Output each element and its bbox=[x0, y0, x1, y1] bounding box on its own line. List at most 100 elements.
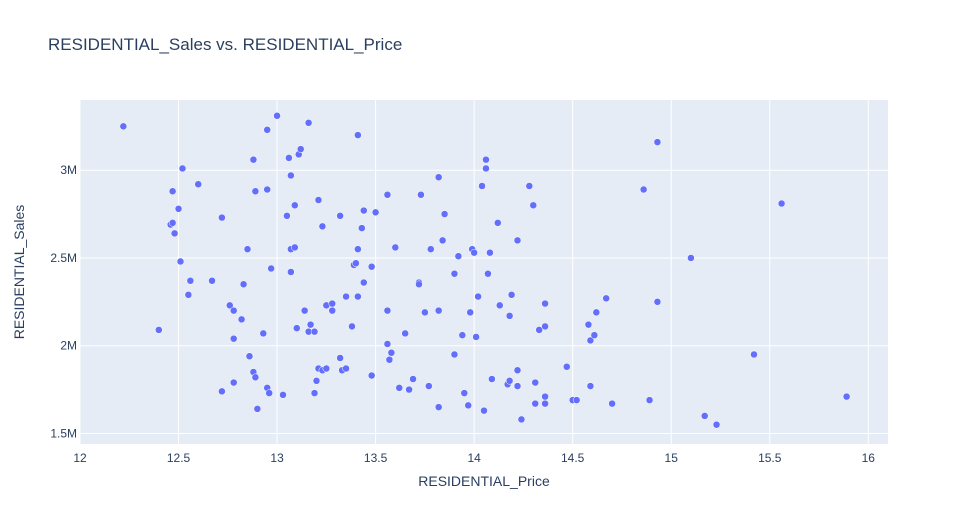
scatter-point[interactable] bbox=[367, 371, 376, 380]
scatter-point[interactable] bbox=[358, 224, 366, 232]
scatter-point[interactable] bbox=[470, 248, 478, 257]
scatter-point[interactable] bbox=[687, 254, 695, 262]
scatter-point[interactable] bbox=[354, 292, 362, 301]
scatter-point[interactable] bbox=[237, 315, 246, 324]
scatter-point[interactable] bbox=[312, 377, 321, 385]
scatter-point[interactable] bbox=[531, 378, 539, 387]
scatter-point[interactable] bbox=[279, 391, 287, 399]
scatter-point[interactable] bbox=[395, 384, 404, 392]
scatter-point[interactable] bbox=[371, 208, 380, 217]
scatter-point[interactable] bbox=[352, 259, 360, 267]
scatter-point[interactable] bbox=[360, 278, 368, 287]
scatter-point[interactable] bbox=[474, 292, 482, 301]
scatter-point[interactable] bbox=[265, 389, 273, 397]
scatter-point[interactable] bbox=[186, 277, 195, 285]
scatter-point[interactable] bbox=[306, 320, 315, 329]
scatter-point[interactable] bbox=[318, 222, 327, 231]
scatter-point[interactable] bbox=[383, 191, 392, 199]
scatter-point[interactable] bbox=[218, 213, 226, 222]
scatter-point[interactable] bbox=[354, 245, 362, 253]
scatter-point[interactable] bbox=[480, 406, 488, 415]
scatter-point[interactable] bbox=[434, 403, 443, 411]
scatter-point[interactable] bbox=[176, 257, 185, 266]
scatter-point[interactable] bbox=[310, 389, 319, 397]
scatter-point[interactable] bbox=[283, 212, 291, 220]
scatter-point[interactable] bbox=[460, 389, 469, 397]
scatter-point[interactable] bbox=[450, 350, 459, 359]
scatter-point[interactable] bbox=[229, 378, 238, 387]
scatter-point[interactable] bbox=[482, 155, 490, 164]
scatter-point[interactable] bbox=[383, 340, 392, 348]
scatter-point[interactable] bbox=[336, 212, 344, 220]
scatter-point[interactable] bbox=[391, 243, 400, 252]
scatter-point[interactable] bbox=[342, 292, 350, 301]
scatter-point[interactable] bbox=[590, 331, 599, 339]
scatter-point[interactable] bbox=[653, 298, 662, 306]
scatter-point[interactable] bbox=[229, 306, 238, 315]
scatter-point[interactable] bbox=[488, 375, 496, 383]
scatter-point[interactable] bbox=[496, 301, 504, 310]
scatter-point[interactable] bbox=[342, 364, 350, 373]
scatter-point[interactable] bbox=[505, 377, 514, 385]
scatter-point[interactable] bbox=[454, 252, 463, 260]
scatter-point[interactable] bbox=[409, 375, 417, 383]
scatter-point[interactable] bbox=[304, 119, 313, 127]
scatter-point[interactable] bbox=[507, 291, 516, 299]
scatter-point[interactable] bbox=[367, 262, 376, 271]
scatter-point[interactable] bbox=[425, 382, 433, 390]
scatter-point[interactable] bbox=[494, 219, 502, 227]
scatter-point[interactable] bbox=[529, 201, 538, 210]
scatter-point[interactable] bbox=[458, 331, 467, 339]
scatter-point[interactable] bbox=[218, 387, 226, 396]
scatter-point[interactable] bbox=[712, 420, 721, 429]
scatter-point[interactable] bbox=[354, 131, 362, 139]
scatter-point[interactable] bbox=[586, 336, 595, 345]
scatter-point[interactable] bbox=[563, 363, 571, 371]
scatter-point[interactable] bbox=[505, 312, 514, 320]
scatter-point[interactable] bbox=[348, 322, 356, 331]
scatter-point[interactable] bbox=[438, 236, 447, 245]
scatter-point[interactable] bbox=[777, 199, 786, 208]
scatter-point[interactable] bbox=[194, 180, 202, 188]
scatter-point[interactable] bbox=[239, 280, 248, 289]
scatter-point[interactable] bbox=[592, 308, 601, 317]
scatter-point[interactable] bbox=[300, 306, 309, 315]
scatter-point[interactable] bbox=[387, 348, 396, 357]
scatter-point[interactable] bbox=[170, 229, 179, 238]
scatter-point[interactable] bbox=[119, 122, 128, 131]
scatter-point[interactable] bbox=[639, 185, 648, 194]
scatter-point[interactable] bbox=[229, 334, 238, 343]
scatter-point[interactable] bbox=[541, 299, 549, 308]
scatter-point[interactable] bbox=[291, 201, 299, 210]
scatter-point[interactable] bbox=[401, 329, 409, 338]
scatter-point[interactable] bbox=[328, 299, 337, 308]
scatter-point[interactable] bbox=[440, 210, 449, 218]
scatter-point[interactable] bbox=[245, 352, 254, 360]
scatter-point[interactable] bbox=[405, 385, 413, 394]
scatter-point[interactable] bbox=[314, 196, 323, 204]
scatter-point[interactable] bbox=[464, 401, 472, 410]
scatter-point[interactable] bbox=[251, 373, 260, 382]
scatter-point[interactable] bbox=[178, 164, 187, 173]
scatter-point[interactable] bbox=[478, 182, 486, 190]
scatter-point[interactable] bbox=[243, 245, 252, 253]
scatter-point[interactable] bbox=[383, 306, 392, 315]
scatter-point[interactable] bbox=[285, 154, 293, 162]
scatter-point[interactable] bbox=[174, 205, 183, 213]
scatter-point[interactable] bbox=[226, 301, 234, 310]
scatter-point[interactable] bbox=[517, 415, 526, 424]
scatter-point[interactable] bbox=[466, 308, 474, 317]
scatter-point[interactable] bbox=[525, 182, 534, 190]
scatter-point[interactable] bbox=[267, 264, 275, 273]
scatter-point[interactable] bbox=[584, 320, 593, 329]
scatter-point[interactable] bbox=[450, 270, 459, 278]
scatter-point[interactable] bbox=[310, 327, 319, 336]
scatter-point[interactable] bbox=[253, 405, 262, 413]
scatter-point[interactable] bbox=[417, 191, 425, 199]
scatter-point[interactable] bbox=[513, 366, 522, 375]
scatter-point[interactable] bbox=[322, 364, 331, 373]
scatter-point[interactable] bbox=[472, 333, 480, 341]
scatter-point[interactable] bbox=[513, 382, 522, 390]
scatter-point[interactable] bbox=[513, 236, 522, 245]
scatter-point[interactable] bbox=[208, 277, 216, 285]
